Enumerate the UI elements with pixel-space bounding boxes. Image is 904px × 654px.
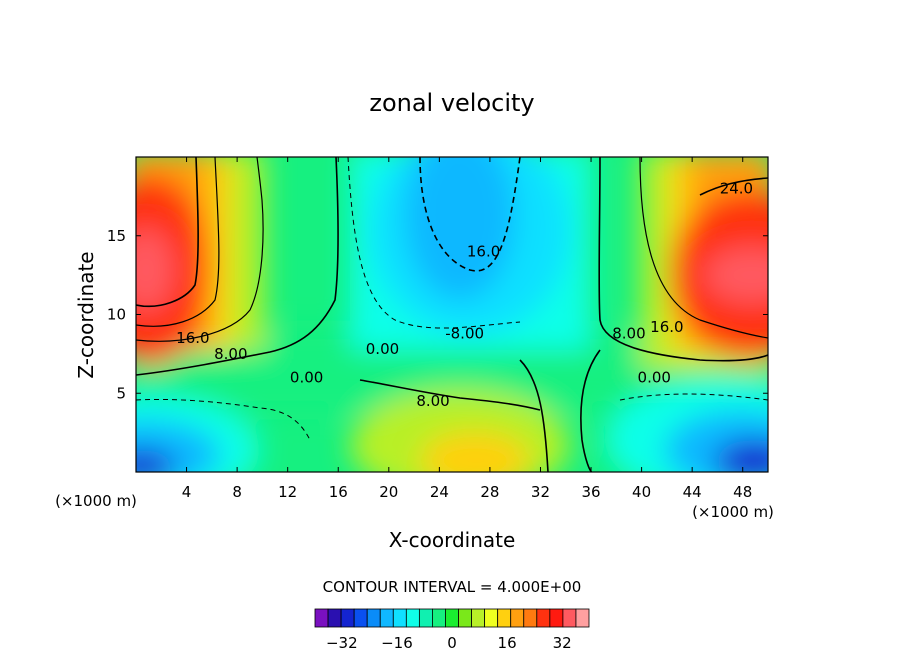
colorbar [314, 608, 590, 628]
colorbar-tick-label: 32 [553, 634, 572, 652]
colorbar-tick-label: −16 [381, 634, 413, 652]
colorbar-swatch [379, 608, 394, 628]
colorbar-swatch [510, 608, 525, 628]
y-tick-label: 5 [116, 384, 126, 402]
colorbar-swatch [366, 608, 381, 628]
colorbar-swatch [549, 608, 564, 628]
colorbar-swatch [484, 608, 499, 628]
colorbar-tick-label: −32 [326, 634, 358, 652]
y-tick-label: 15 [107, 227, 126, 245]
contour-label: 16.0 [176, 329, 209, 347]
x-tick-label: 28 [480, 483, 499, 501]
colorbar-swatch [418, 608, 433, 628]
contour-label: 0.00 [366, 340, 399, 358]
x-tick-label: 36 [581, 483, 600, 501]
contour-label: 8.00 [612, 324, 645, 342]
colorbar-swatch [353, 608, 368, 628]
colorbar-swatch [523, 608, 538, 628]
colorbar-swatch [405, 608, 420, 628]
colorbar-ticks: −32 −16 0 16 32 [326, 634, 572, 652]
x-axis-ticks: 4 8 12 16 20 24 28 32 36 40 44 48 [182, 157, 752, 501]
x-tick-label: 8 [232, 483, 242, 501]
contour-label: 8.00 [214, 345, 247, 363]
contour-label: 8.00 [416, 392, 449, 410]
contour-interval-text: CONTOUR INTERVAL = 4.000E+00 [323, 578, 582, 596]
x-tick-label: 20 [379, 483, 398, 501]
x-tick-label: 32 [531, 483, 550, 501]
contour-label: 0.00 [290, 369, 323, 387]
contour-label: -8.00 [445, 324, 484, 342]
contour-label: 16.0 [650, 318, 683, 336]
contour-label: 24.0 [720, 180, 753, 198]
colorbar-swatch [432, 608, 446, 628]
x-tick-label: 44 [683, 483, 702, 501]
colorbar-swatch [327, 608, 342, 628]
contour-label: 16.0 [467, 243, 500, 261]
colorbar-tick-label: 0 [447, 634, 457, 652]
colorbar-swatch [497, 608, 512, 628]
colorbar-swatch [536, 608, 551, 628]
colorbar-tick-label: 16 [498, 634, 517, 652]
colorbar-swatch [340, 608, 355, 628]
x-tick-label: 4 [182, 483, 192, 501]
colorbar-swatch [445, 608, 459, 628]
colorbar-swatch [471, 608, 486, 628]
contour-label: 0.00 [638, 369, 671, 387]
chart-title: zonal velocity [369, 89, 534, 117]
x-tick-label: 12 [278, 483, 297, 501]
x-tick-label: 48 [733, 483, 752, 501]
x-tick-label: 40 [632, 483, 651, 501]
colorbar-swatch [562, 608, 577, 628]
x-axis-label: X-coordinate [389, 528, 516, 552]
x-unit-left: (×1000 m) [55, 492, 137, 510]
velocity-field [136, 157, 768, 472]
x-tick-label: 16 [329, 483, 348, 501]
y-axis-label: Z-coordinate [74, 251, 98, 378]
colorbar-swatch [392, 608, 407, 628]
colorbar-swatch [575, 608, 590, 628]
y-tick-label: 10 [107, 306, 126, 324]
colorbar-swatch [314, 608, 329, 628]
x-unit-right: (×1000 m) [692, 503, 774, 521]
contour-lines [136, 157, 768, 472]
y-axis-ticks: 5 10 15 [107, 227, 768, 402]
contour-labels: 16.0 8.00 0.00 0.00 8.00 -8.00 16.0 8.00 16.0 0.0… [176, 180, 753, 411]
x-tick-label: 24 [430, 483, 449, 501]
colorbar-swatch [458, 608, 472, 628]
